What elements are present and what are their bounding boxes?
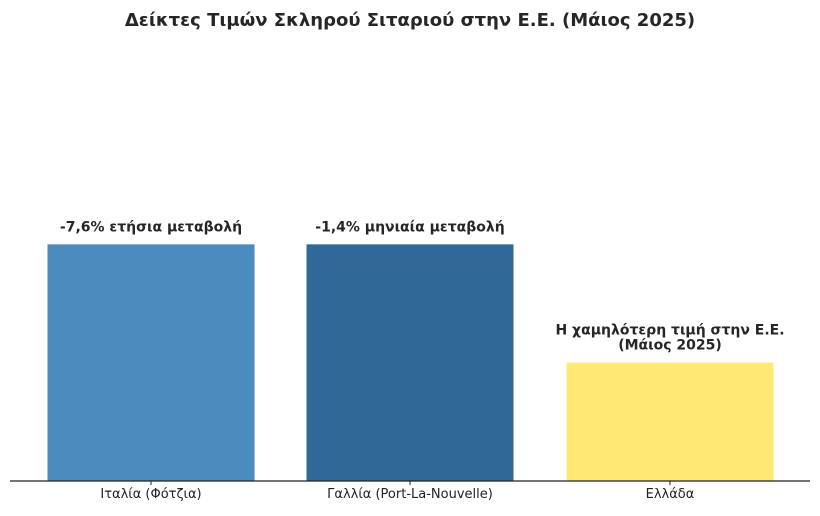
x-tick-label-1: Ιταλία (Φότζια) bbox=[100, 487, 201, 502]
x-tick-label-3: Ελλάδα bbox=[646, 487, 695, 502]
chart-title: Δείκτες Τιμών Σκληρού Σιταριού στην Ε.Ε.… bbox=[125, 10, 695, 31]
bar-3 bbox=[566, 362, 774, 481]
annotations-group: -7,6% ετήσια μεταβολή -1,4% μηνιαία μεταβ… bbox=[60, 219, 785, 353]
bars-group bbox=[47, 244, 774, 481]
bar-2 bbox=[306, 244, 514, 481]
x-ticks-group: Ιταλία (Φότζια) Γαλλία (Port-La-Nouvelle)… bbox=[100, 481, 694, 502]
bar-annotation-1-line-1: -7,6% ετήσια μεταβολή bbox=[60, 219, 242, 235]
bar-annotation-2-line-1: -1,4% μηνιαία μεταβολή bbox=[315, 219, 504, 235]
bar-1 bbox=[47, 244, 255, 481]
x-tick-label-2: Γαλλία (Port-La-Nouvelle) bbox=[327, 487, 493, 502]
bar-annotation-3-line-2: (Μάιος 2025) bbox=[618, 338, 722, 354]
bar-annotation-3-line-1: Η χαμηλότερη τιμή στην Ε.Ε. bbox=[555, 323, 784, 339]
